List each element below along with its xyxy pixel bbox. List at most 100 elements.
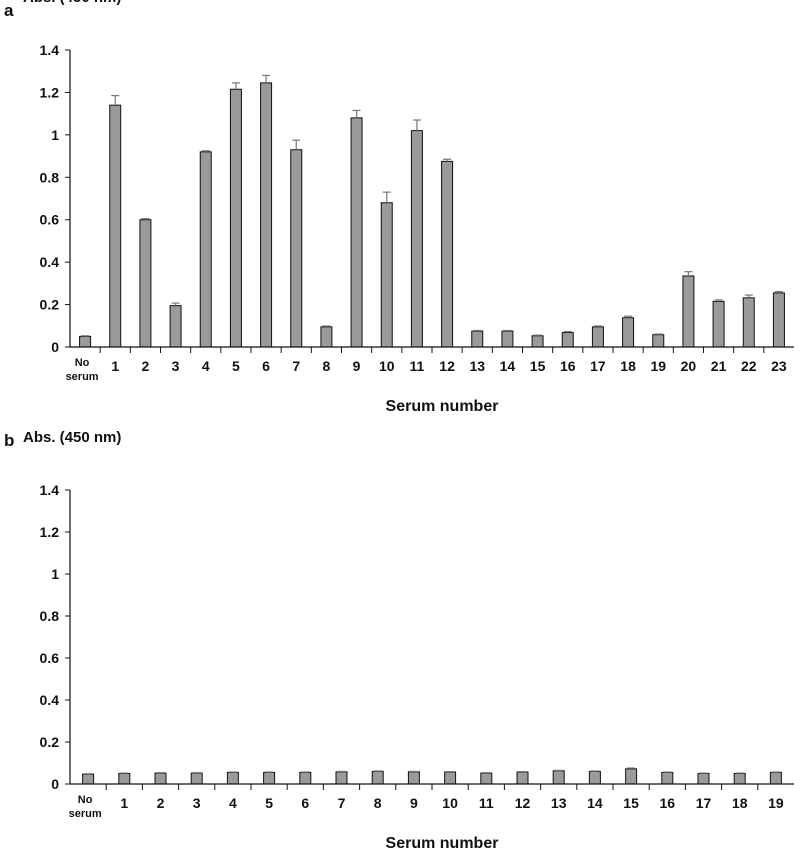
bar [444, 771, 457, 785]
bar [410, 130, 423, 348]
y-tick-label: 1 [51, 127, 59, 143]
bar [552, 770, 565, 785]
y-tick-label: 0.4 [40, 254, 60, 270]
bar [199, 151, 212, 348]
x-axis-label: Serum number [386, 398, 499, 415]
y-tick-label: 0 [51, 339, 59, 355]
y-tick-label: 0.8 [40, 608, 60, 624]
y-tick-label: 1.4 [40, 482, 60, 498]
y-tick-label: 0.6 [40, 650, 60, 666]
bar [380, 202, 393, 348]
bar [263, 771, 276, 785]
x-tick-label: 11 [410, 358, 425, 374]
x-tick-label: 7 [338, 795, 346, 811]
bar [350, 117, 363, 348]
bar [625, 768, 638, 785]
x-tick-label: 9 [353, 358, 361, 374]
bar [441, 160, 454, 348]
bar [229, 88, 242, 348]
bar [742, 297, 755, 348]
x-axis-label: Serum number [386, 835, 499, 850]
y-tick-label: 1.4 [40, 42, 60, 58]
bar [661, 771, 674, 785]
bar [769, 771, 782, 785]
y-tick-label: 1.2 [40, 524, 60, 540]
x-tick-label: No serum [66, 357, 99, 383]
panel-a-label: a [4, 1, 14, 20]
x-tick-label: 18 [732, 795, 748, 811]
bar [169, 305, 182, 348]
bar [79, 335, 92, 348]
x-tick-label: 7 [292, 358, 300, 374]
x-tick-label: 5 [265, 795, 273, 811]
bar [226, 771, 239, 785]
panel-b-label: b [4, 431, 14, 450]
x-tick-label: 10 [379, 358, 395, 374]
bar [772, 292, 785, 348]
x-tick-label: 16 [660, 795, 676, 811]
x-tick-label: 11 [479, 795, 494, 811]
y-tick-label: 0.2 [40, 734, 60, 750]
bar [118, 773, 131, 785]
bar [588, 770, 601, 785]
bar [139, 219, 152, 348]
y-tick-label: 0.6 [40, 212, 60, 228]
bar [109, 104, 122, 348]
bar [682, 275, 695, 348]
bar [82, 773, 95, 785]
x-tick-label: 21 [711, 358, 727, 374]
bar [591, 326, 604, 348]
x-tick-label: 8 [323, 358, 331, 374]
x-tick-label: 17 [590, 358, 606, 374]
bar [190, 772, 203, 785]
bar [260, 82, 273, 348]
y-tick-label: 0 [51, 776, 59, 792]
x-tick-label: 6 [262, 358, 270, 374]
y-tick-label: 0.4 [40, 692, 60, 708]
bar [733, 773, 746, 785]
x-tick-label: 9 [410, 795, 418, 811]
x-tick-label: 20 [681, 358, 697, 374]
x-tick-label: 2 [157, 795, 165, 811]
bar [622, 317, 635, 348]
x-tick-label: 12 [515, 795, 531, 811]
bar [154, 772, 167, 785]
x-tick-label: 4 [202, 358, 210, 374]
bar [371, 770, 384, 785]
x-tick-label: 1 [111, 358, 119, 374]
bar [561, 332, 574, 348]
panel-a-chart: Abs. (450 nm) 0 0.2 0.4 0.6 0.8 1 1.2 1.4 Noserum… [23, 0, 794, 415]
x-tick-label: 16 [560, 358, 576, 374]
bar [290, 149, 303, 348]
x-tick-label: 15 [623, 795, 639, 811]
bar [299, 771, 312, 785]
x-tick-label: 3 [172, 358, 180, 374]
panel-b-chart: Abs. (450 nm) 0 0.2 0.4 0.6 0.8 1 1.2 1.4 No serum… [23, 429, 794, 850]
x-tick-label: 15 [530, 358, 546, 374]
bar [531, 335, 544, 348]
x-tick-label: 18 [620, 358, 636, 374]
bar [697, 773, 710, 785]
x-tick-label: 23 [771, 358, 787, 374]
x-tick-label: 10 [442, 795, 458, 811]
x-tick-label: 14 [587, 795, 603, 811]
y-tick-label: 0.2 [40, 297, 60, 313]
y-axis-label: Abs. (450 nm) [23, 0, 121, 6]
bar [335, 771, 348, 785]
x-tick-label: 5 [232, 358, 240, 374]
bar [480, 772, 493, 785]
bar [712, 300, 725, 348]
x-tick-label: No serum [69, 794, 102, 820]
x-tick-label: 6 [301, 795, 309, 811]
bar [471, 330, 484, 348]
x-tick-label: 17 [696, 795, 712, 811]
x-tick-label: 4 [229, 795, 237, 811]
x-tick-label: 13 [551, 795, 567, 811]
x-tick-label: 19 [768, 795, 784, 811]
bar [516, 771, 529, 785]
x-tick-label: 12 [439, 358, 455, 374]
y-tick-label: 1.2 [40, 84, 60, 100]
x-tick-label: 19 [650, 358, 666, 374]
bar [407, 771, 420, 785]
